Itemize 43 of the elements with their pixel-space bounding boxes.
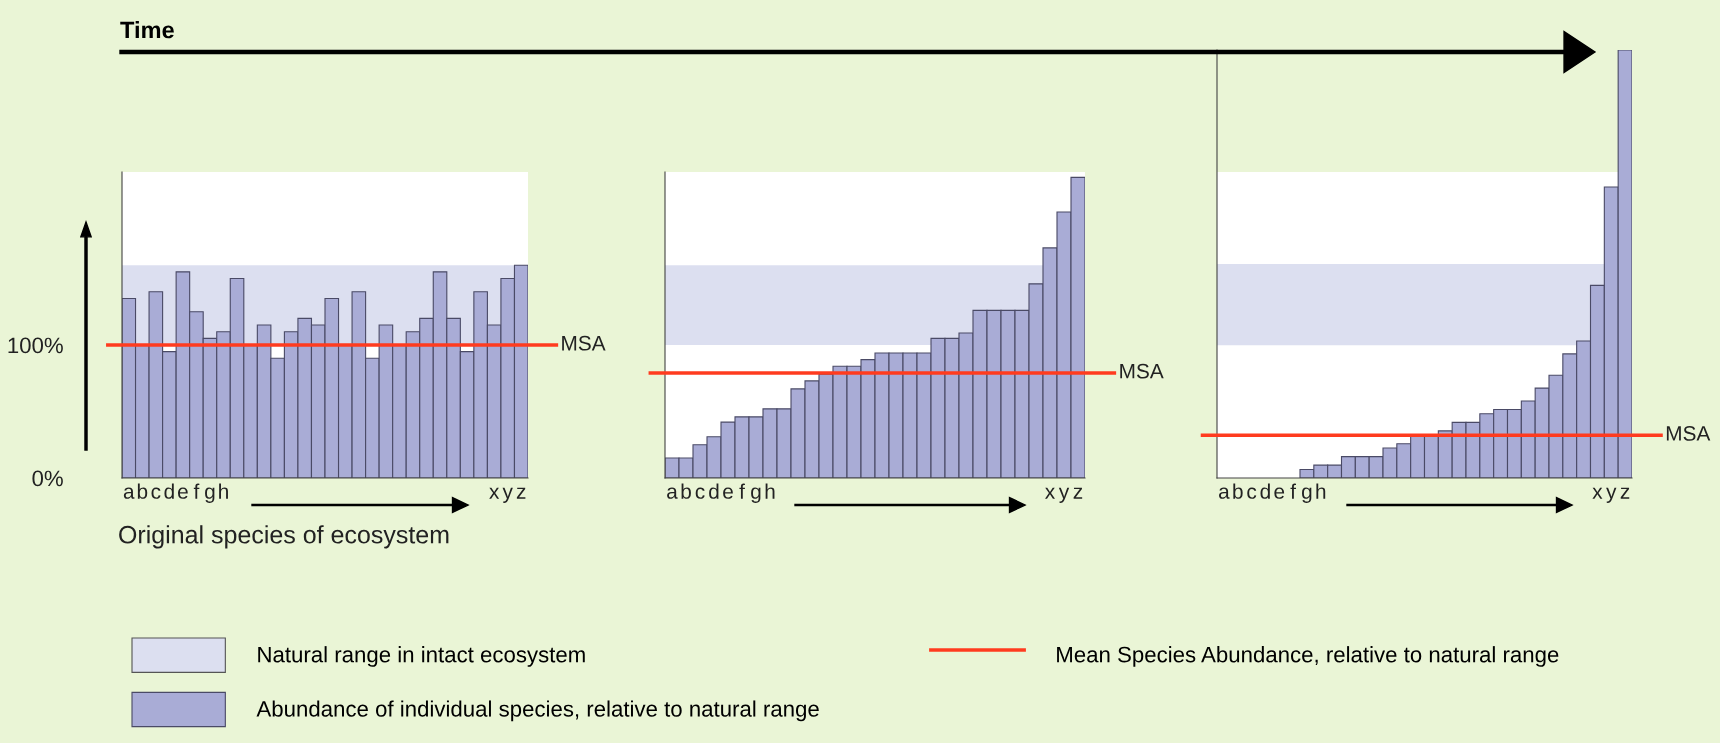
- x-tick-label: z: [1620, 487, 1630, 499]
- x-tick-label: e: [1274, 487, 1285, 499]
- x-tick-label: g: [1302, 487, 1312, 503]
- x-tick-label: f: [739, 483, 745, 499]
- y-tick-label: 0%: [32, 470, 63, 487]
- x-tick-label: y: [1606, 487, 1617, 503]
- x-tick-label: f: [1290, 483, 1297, 499]
- text: Mean Species Abundance, relative to natural range: [1057, 646, 1559, 667]
- x-tick-label: h: [765, 483, 775, 499]
- y-tick-label: 100%: [8, 337, 63, 354]
- x-tick-label: b: [137, 483, 148, 499]
- x-tick-label: x: [1592, 487, 1603, 499]
- x-tick-label: y: [1058, 487, 1070, 503]
- x-tick-label: c: [151, 487, 161, 499]
- x-axis-title: Original species of ecosystem: [119, 525, 449, 549]
- ref-line-label: MSA: [562, 335, 606, 351]
- x-tick-label: b: [681, 483, 691, 499]
- x-tick-label: x: [489, 487, 500, 499]
- legend-label: Natural range in intact ecosystem: [258, 646, 585, 667]
- x-tick-label: g: [751, 487, 761, 503]
- x-tick-label: a: [1219, 487, 1230, 499]
- x-tick-label: d: [164, 483, 174, 499]
- x-tick-label: c: [695, 487, 705, 499]
- x-tick-label: a: [123, 487, 135, 499]
- chart-title: Time: [120, 21, 174, 39]
- x-tick-label: z: [1073, 487, 1083, 499]
- x-tick-label: a: [667, 487, 678, 499]
- x-tick-label: g: [205, 487, 215, 503]
- x-tick-label: z: [516, 487, 526, 499]
- x-tick-label: f: [193, 483, 200, 499]
- legend-label: Abundance of individual species, relative to natural range: [256, 700, 819, 722]
- x-tick-label: h: [219, 483, 228, 499]
- x-tick-label: d: [709, 483, 719, 499]
- x-tick-label: b: [1233, 483, 1243, 499]
- x-tick-label: y: [502, 487, 513, 503]
- x-tick-label: d: [1260, 483, 1270, 499]
- x-tick-label: c: [1247, 487, 1257, 499]
- x-tick-label: x: [1045, 487, 1055, 499]
- x-tick-label: h: [1316, 483, 1326, 499]
- x-tick-label: e: [177, 487, 188, 499]
- ref-line-label: MSA: [1666, 426, 1711, 441]
- ref-line-label: MSA: [1120, 363, 1164, 379]
- x-tick-label: e: [723, 487, 733, 499]
